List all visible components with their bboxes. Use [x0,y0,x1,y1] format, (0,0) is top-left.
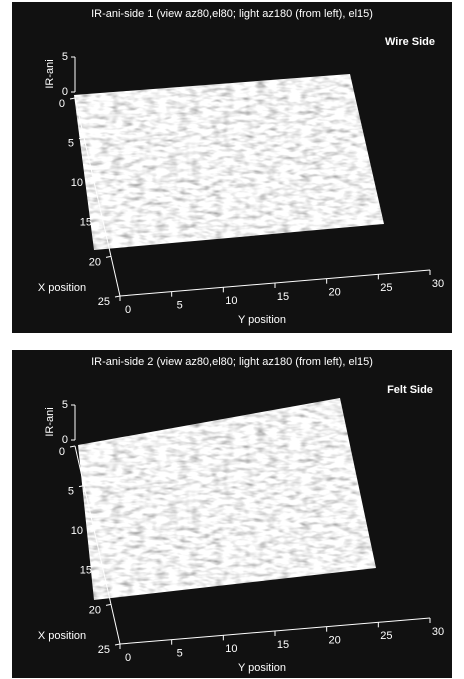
y-tick-label: 20 [329,287,341,299]
annotation: Felt Side [387,384,433,396]
x-tick-label: 20 [89,256,101,268]
annotation: Wire Side [385,36,435,48]
y-tick-label: 30 [432,278,444,290]
x-tick-label: 20 [89,604,101,616]
y-tick-label: 0 [125,304,131,316]
x-tick-label: 10 [71,177,83,189]
chart-title: IR-ani-side 1 (view az80,el80; light az1… [91,8,373,20]
y-tick-label: 5 [177,648,183,660]
x-tick-label: 5 [68,486,74,498]
figure: IR-ani-side 1 (view az80,el80; light az1… [0,0,464,679]
x-tick-label: 25 [98,296,110,308]
z-axis-label: IR-ani [44,59,56,88]
z-tick-label: 0 [62,434,68,446]
y-tick-label: 5 [177,300,183,312]
y-axis-label: Y position [238,314,286,326]
z-tick-label: 5 [62,51,68,63]
page: IR-ani-side 1 (view az80,el80; light az1… [0,0,464,679]
x-tick-label: 15 [80,565,92,577]
x-tick-label: 15 [80,217,92,229]
panel: IR-ani-side 1 (view az80,el80; light az1… [12,2,452,333]
x-tick-label: 25 [98,644,110,656]
x-tick-label: 10 [71,525,83,537]
y-axis-label: Y position [238,662,286,674]
y-tick-label: 20 [329,635,341,647]
z-tick-label: 0 [62,86,68,98]
y-tick-label: 10 [225,295,237,307]
x-tick-label: 0 [59,446,65,458]
y-tick-label: 0 [125,652,131,664]
surface [74,74,384,250]
x-axis-label: X position [38,282,86,294]
y-tick-label: 25 [380,630,392,642]
z-axis-label: IR-ani [44,407,56,436]
y-tick-label: 30 [432,626,444,638]
z-tick-label: 5 [62,399,68,411]
x-tick-label: 0 [59,98,65,110]
y-tick-label: 15 [277,639,289,651]
x-tick-label: 5 [68,138,74,150]
panel: IR-ani-side 2 (view az80,el80; light az1… [12,350,452,678]
y-tick-label: 10 [225,643,237,655]
y-tick-label: 25 [380,282,392,294]
y-tick-label: 15 [277,291,289,303]
chart-title: IR-ani-side 2 (view az80,el80; light az1… [91,356,373,368]
x-axis-label: X position [38,630,86,642]
